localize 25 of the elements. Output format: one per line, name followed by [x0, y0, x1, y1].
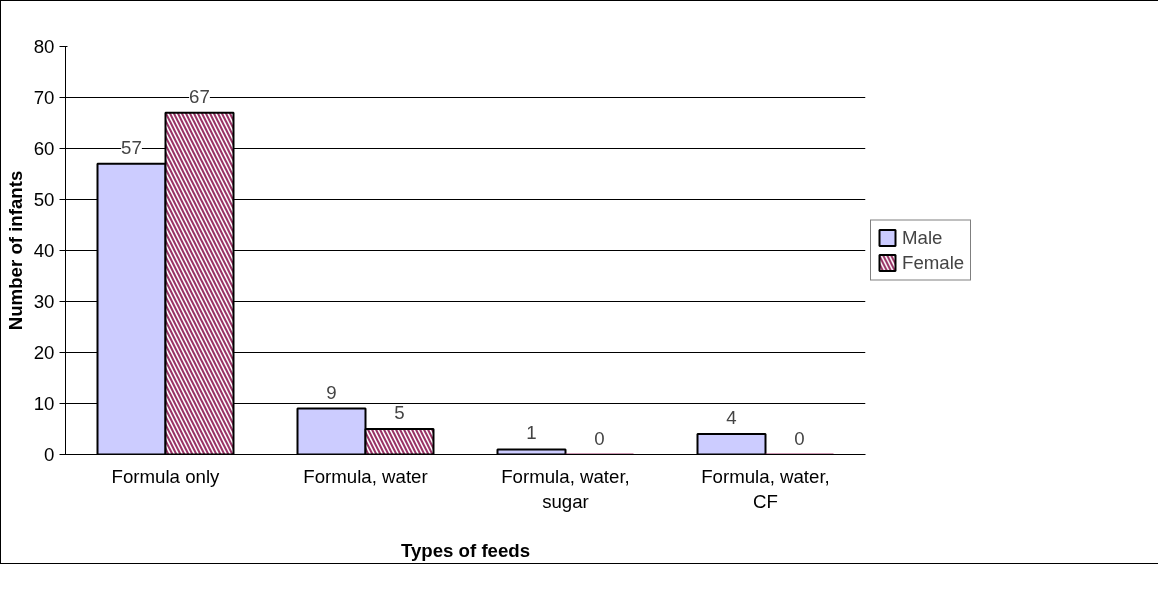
- x-tick-label: Formula, water, sugar: [501, 465, 630, 512]
- data-label: 1: [526, 422, 537, 444]
- y-tick-label: 50: [33, 189, 55, 210]
- legend-label: Female: [902, 251, 965, 274]
- y-tick-label: 0: [44, 444, 55, 465]
- x-axis-title: Types of feeds: [400, 539, 531, 561]
- x-tick-label: Formula, water: [303, 465, 428, 487]
- data-label: 0: [794, 427, 805, 449]
- data-label: 9: [326, 381, 337, 403]
- y-tick-label: 60: [33, 138, 55, 159]
- y-tick-label: 20: [33, 342, 55, 363]
- y-tick-label: 30: [33, 291, 55, 312]
- y-tick-label: 40: [33, 240, 55, 261]
- y-axis-title: Number of infants: [4, 170, 26, 331]
- data-label: 5: [394, 402, 405, 423]
- data-label: 4: [726, 407, 737, 429]
- data-label: 0: [594, 427, 605, 449]
- x-tick-label: Formula, water, CF: [701, 465, 830, 512]
- y-tick-label: 10: [33, 393, 55, 414]
- legend-label: Male: [902, 226, 943, 249]
- y-tick-label: 70: [33, 87, 55, 108]
- data-label: 67: [189, 85, 210, 107]
- x-tick-label: Formula only: [111, 465, 221, 487]
- data-label: 57: [121, 136, 142, 158]
- y-tick-label: 80: [33, 36, 55, 57]
